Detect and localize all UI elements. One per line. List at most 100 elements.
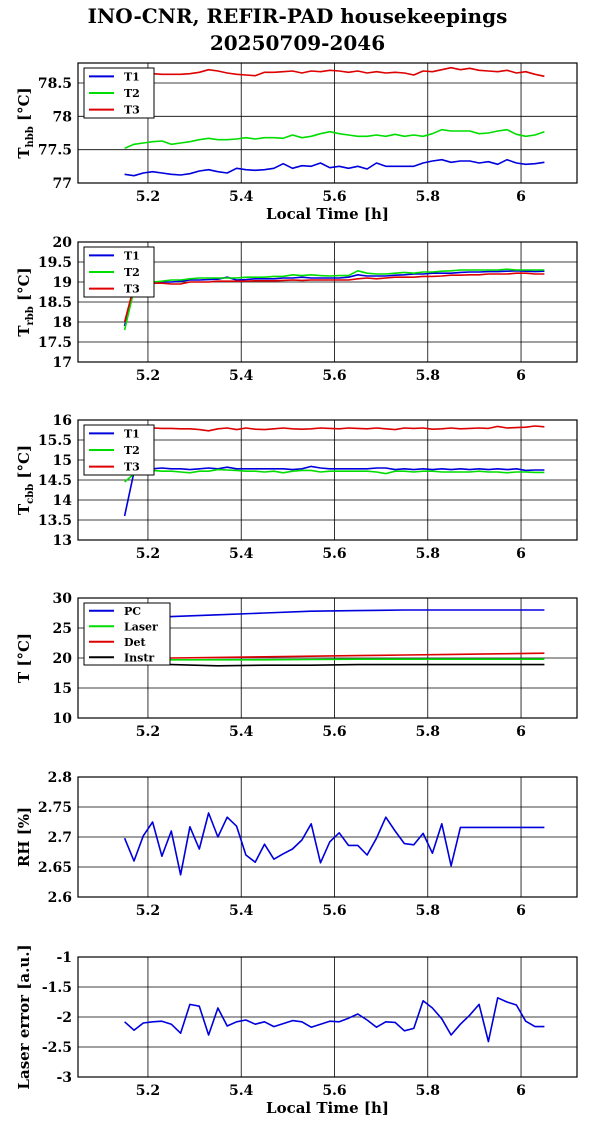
y-axis-label: Tcbb [°C] (15, 445, 36, 515)
x-tick-label: 6 (516, 903, 526, 919)
y-tick-label: -3 (56, 1070, 72, 1086)
y-tick-label: 13.5 (38, 513, 72, 529)
y-tick-label: 19.5 (38, 255, 72, 271)
y-tick-label: 2.8 (48, 770, 72, 786)
y-tick-label: -1.5 (42, 980, 72, 996)
legend-label: T1 (124, 427, 140, 440)
series-line-t3 (123, 272, 545, 323)
y-tick-label: 15 (53, 681, 72, 697)
series-line-t1 (123, 465, 545, 517)
y-tick-label: 20 (53, 651, 73, 667)
y-tick-label: 15 (53, 453, 72, 469)
x-axis-label: Local Time [h] (266, 205, 389, 223)
y-tick-label: 78.5 (38, 76, 72, 92)
x-tick-label: 5.2 (136, 368, 160, 384)
legend: T1 T2 T3 (83, 424, 155, 476)
x-tick-label: 6 (516, 189, 526, 205)
y-axis-label: T [°C] (15, 633, 33, 683)
legend-label: T3 (124, 104, 140, 117)
x-tick-label: 5.8 (416, 903, 440, 919)
series-line-t2 (124, 468, 545, 483)
y-tick-label: 13 (53, 533, 72, 549)
y-axis-label: RH [%] (15, 807, 33, 867)
y-tick-label: 2.75 (38, 800, 72, 816)
x-tick-label: 6 (516, 724, 526, 740)
x-tick-label: 5.6 (322, 546, 346, 562)
series-line-t2 (123, 268, 545, 331)
y-tick-label: 18.5 (38, 295, 72, 311)
x-tick-label: 5.4 (229, 724, 254, 740)
chart-panel-3: 13 13.5 14 14.5 15 15.5 16 5.2 5.4 5.6 5.8 6 Tcbb [°… (15, 413, 578, 562)
legend: PC Laser Det Instr (83, 602, 171, 666)
x-tick-label: 5.8 (416, 368, 440, 384)
y-tick-label: 2.6 (48, 890, 72, 906)
y-tick-label: 16 (53, 413, 72, 429)
x-tick-label: 5.2 (136, 546, 160, 562)
plot-frame (77, 956, 578, 1078)
legend-label: Det (124, 636, 147, 649)
legend-label: T1 (124, 70, 140, 83)
x-axis-label: Local Time [h] (266, 1099, 389, 1117)
x-tick-label: 5.6 (322, 724, 346, 740)
x-tick-label: 5.6 (322, 189, 346, 205)
y-axis-label: Laser error [a.u.] (15, 944, 33, 1089)
chart-panel-6: -3 -2.5 -2 -1.5 -1 5.2 5.4 5.6 5.8 6 Local Time [h… (15, 944, 578, 1117)
y-tick-label: 77 (53, 176, 72, 192)
chart-panel-1: 77 77.5 78 78.5 5.2 5.4 5.6 5.8 6 Local Time [h] T… (15, 62, 578, 223)
y-tick-label: 14 (53, 493, 73, 509)
x-tick-label: 5.4 (229, 368, 254, 384)
x-tick-label: 5.4 (229, 546, 254, 562)
y-tick-label: 25 (53, 621, 72, 637)
legend-label: PC (124, 605, 141, 618)
x-tick-label: 5.8 (416, 189, 440, 205)
y-axis-label: Thbb [°C] (15, 87, 36, 158)
y-tick-label: 77.5 (38, 143, 72, 159)
y-tick-label: 18 (53, 315, 72, 331)
legend-label: T3 (124, 461, 140, 474)
x-tick-label: 5.4 (229, 189, 254, 205)
series-line-t3 (124, 66, 545, 78)
y-tick-label: 30 (53, 591, 73, 607)
legend-label: Laser (124, 620, 158, 633)
plot-frame (77, 241, 578, 363)
x-tick-label: 5.2 (136, 1083, 160, 1099)
chart-panel-2: 17 17.5 18 18.5 19 19.5 20 5.2 5.4 5.6 5.8 6 Trbb [°… (15, 235, 578, 384)
series-line-instr (124, 663, 545, 667)
series-line-data (123, 812, 545, 876)
chart-title-line-1: INO-CNR, REFIR-PAD housekeepings (87, 4, 508, 28)
plot-frame (77, 62, 578, 184)
series-line-det (124, 652, 545, 660)
legend-label: T1 (124, 249, 140, 262)
y-tick-label: 10 (53, 711, 73, 727)
plot-frame (77, 419, 578, 541)
chart-title-line-2: 20250709-2046 (209, 31, 386, 55)
series-line-t3 (124, 425, 545, 432)
x-tick-label: 5.8 (416, 546, 440, 562)
legend-label: Instr (124, 651, 154, 664)
x-tick-label: 5.2 (136, 903, 160, 919)
y-tick-label: 20 (53, 235, 73, 251)
y-tick-label: 19 (53, 275, 72, 291)
series-line-t2 (124, 128, 545, 150)
y-tick-label: 2.7 (48, 830, 72, 846)
legend-box (83, 602, 171, 666)
x-tick-label: 5.8 (416, 724, 440, 740)
x-tick-label: 6 (516, 368, 526, 384)
legend: T1 T2 T3 (83, 246, 155, 298)
x-tick-label: 5.6 (322, 368, 346, 384)
y-axis-label: Trbb [°C] (15, 267, 36, 336)
y-tick-label: 17.5 (38, 335, 72, 351)
x-tick-label: 5.4 (229, 1083, 254, 1099)
y-tick-label: -2.5 (42, 1040, 72, 1056)
x-tick-label: 5.6 (322, 903, 346, 919)
y-tick-label: -2 (56, 1010, 72, 1026)
series-line-t1 (123, 269, 545, 327)
series-line-laser (124, 658, 545, 662)
x-tick-label: 5.6 (322, 1083, 346, 1099)
legend: T1 T2 T3 (83, 67, 155, 119)
x-tick-label: 5.2 (136, 189, 160, 205)
series-line-t1 (124, 158, 545, 177)
y-tick-label: 78 (53, 109, 72, 125)
x-tick-label: 6 (516, 1083, 526, 1099)
x-tick-label: 5.4 (229, 903, 254, 919)
